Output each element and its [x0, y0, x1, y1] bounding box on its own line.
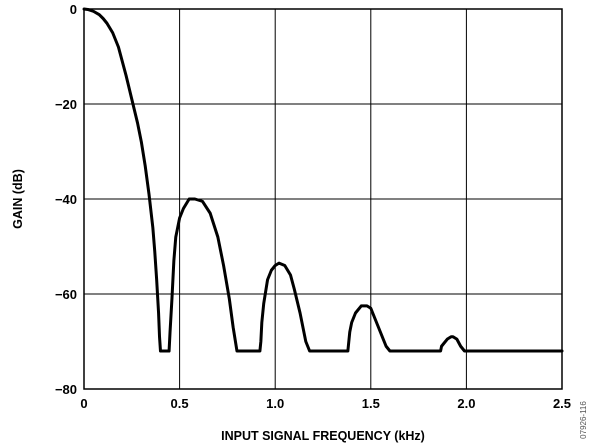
- x-axis-title: INPUT SIGNAL FREQUENCY (kHz): [221, 429, 425, 443]
- plot-frame: [83, 8, 563, 390]
- x-tick-label: 2.0: [457, 396, 475, 411]
- y-axis-title: GAIN (dB): [11, 169, 25, 229]
- y-tick-label: −80: [55, 382, 77, 397]
- y-tick-label: 0: [70, 2, 77, 17]
- x-tick-label: 1.0: [266, 396, 284, 411]
- y-tick-label: −40: [55, 192, 77, 207]
- series-line: [82, 7, 564, 353]
- grid-lines: [84, 9, 562, 389]
- x-tick-label: 0: [80, 396, 87, 411]
- x-tick-label: 1.5: [362, 396, 380, 411]
- x-tick-labels: 0 0.5 1.0 1.5 2.0 2.5: [80, 396, 571, 411]
- y-tick-label: −20: [55, 97, 77, 112]
- y-tick-label: −60: [55, 287, 77, 302]
- x-tick-label: 0.5: [171, 396, 189, 411]
- figure-id: 07926-116: [579, 401, 588, 439]
- y-tick-labels: 0 −20 −40 −60 −80: [55, 2, 77, 397]
- x-tick-label: 2.5: [553, 396, 571, 411]
